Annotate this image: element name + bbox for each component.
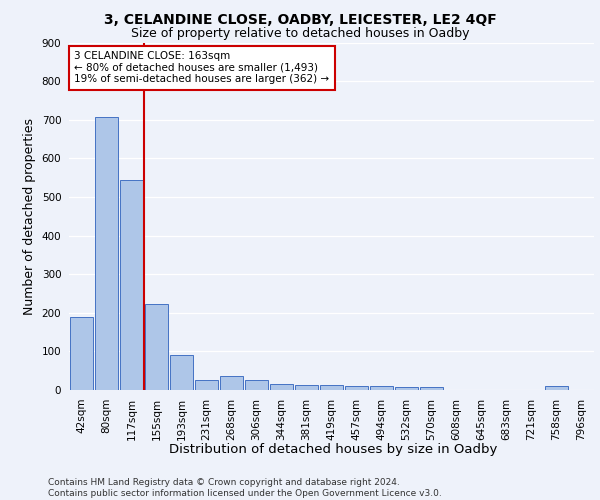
Bar: [195, 380, 218, 390]
Bar: [370, 386, 393, 390]
Bar: [170, 355, 193, 390]
Bar: [395, 386, 418, 390]
Text: 3, CELANDINE CLOSE, OADBY, LEICESTER, LE2 4QF: 3, CELANDINE CLOSE, OADBY, LEICESTER, LE…: [104, 12, 496, 26]
Bar: [70, 316, 93, 390]
Bar: [345, 386, 368, 390]
Bar: [95, 118, 118, 390]
Text: 3 CELANDINE CLOSE: 163sqm
← 80% of detached houses are smaller (1,493)
19% of se: 3 CELANDINE CLOSE: 163sqm ← 80% of detac…: [74, 51, 329, 84]
Y-axis label: Number of detached properties: Number of detached properties: [23, 118, 36, 315]
Bar: [245, 380, 268, 390]
Bar: [420, 388, 443, 390]
Bar: [220, 376, 243, 390]
Bar: [145, 304, 168, 390]
Text: Distribution of detached houses by size in Oadby: Distribution of detached houses by size …: [169, 442, 497, 456]
Bar: [120, 180, 143, 390]
Bar: [270, 384, 293, 390]
Bar: [545, 386, 568, 390]
Text: Contains HM Land Registry data © Crown copyright and database right 2024.
Contai: Contains HM Land Registry data © Crown c…: [48, 478, 442, 498]
Bar: [320, 386, 343, 390]
Text: Size of property relative to detached houses in Oadby: Size of property relative to detached ho…: [131, 28, 469, 40]
Bar: [295, 386, 318, 390]
